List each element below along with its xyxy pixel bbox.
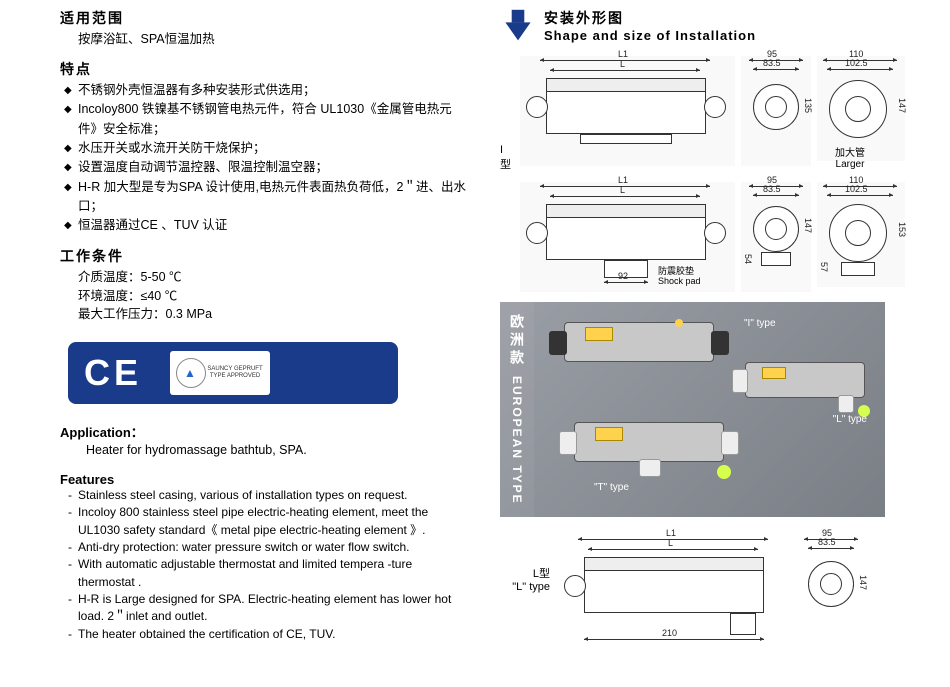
working-line: 介质温度：5-50 ℃: [78, 268, 470, 287]
ltype-cn: L型: [500, 565, 550, 581]
features-en-list: Stainless steel casing, various of insta…: [64, 487, 470, 644]
arrow-down-icon: [500, 8, 536, 44]
shock-en: Shock pad: [658, 276, 701, 286]
feature-en-item: Stainless steel casing, various of insta…: [64, 487, 470, 504]
dim-54: 54: [743, 254, 753, 264]
scope-title: 适用范围: [60, 8, 470, 28]
diagram-l-front: L1 L 210: [558, 535, 788, 645]
diagram-shock-larger: 110 102.5 153 57: [817, 182, 905, 287]
scope-body: 按摩浴缸、SPA恒温加热: [78, 30, 470, 49]
features-cn-title: 特点: [60, 59, 470, 79]
application-en-title: Application：: [60, 422, 470, 441]
ce-mark: CE: [84, 352, 142, 394]
feature-en-item: Incoloy 800 stainless steel pipe electri…: [64, 504, 470, 539]
working-line: 最大工作压力：0.3 MPa: [78, 305, 470, 324]
tuv-text: SAUNCY GEPRUFT TYPE APPROVED: [200, 366, 270, 380]
larger-cn: 加大管: [835, 144, 865, 159]
dim-135: 135: [803, 98, 813, 113]
features-cn-list: 不锈钢外壳恒温器有多种安装形式供选用； Incoloy800 铁镍基不锈钢管电热…: [64, 81, 470, 236]
diagram-area: I型 L1 L 95 83.5 135: [500, 56, 920, 645]
ce-badge: CE SAUNCY GEPRUFT TYPE APPROVED: [68, 342, 398, 404]
photo-l: [745, 362, 865, 398]
diagram-i-front: L1 L: [520, 56, 735, 166]
tuv-box: SAUNCY GEPRUFT TYPE APPROVED: [170, 351, 270, 395]
feature-item: 恒温器通过CE 、TUV 认证: [64, 216, 470, 235]
euro-en: EUROPEAN TYPE: [510, 376, 524, 505]
ltype-en: "L" type: [500, 581, 550, 593]
photo-t: [574, 422, 724, 462]
install-title-cn: 安装外形图: [544, 8, 756, 28]
diagram-i-side: 95 83.5 135: [741, 56, 811, 166]
right-column: 安装外形图 Shape and size of Installation I型 …: [500, 8, 920, 645]
diagram-l-side: 95 83.5 147: [796, 535, 866, 645]
diagram-shock-front: L1 L 92 防震胶垫 Shock pad: [520, 182, 735, 292]
feature-en-item: Anti-dry protection: water pressure swit…: [64, 539, 470, 556]
dim-83-5: 83.5: [818, 537, 836, 547]
features-en-title: Features: [60, 472, 470, 487]
dim-147: 147: [858, 575, 868, 590]
working-line: 环境温度：≤40 ℃: [78, 287, 470, 306]
dim-83-5: 83.5: [763, 58, 781, 68]
european-panel: 欧洲款 EUROPEAN TYPE "I" type: [500, 302, 885, 517]
dim-83-5: 83.5: [763, 184, 781, 194]
dim-l: L: [620, 59, 625, 69]
feature-en-item: The heater obtained the certification of…: [64, 626, 470, 643]
left-column: 适用范围 按摩浴缸、SPA恒温加热 特点 不锈钢外壳恒温器有多种安装形式供选用；…: [60, 8, 470, 643]
european-photos: "I" type "L" type "T" type: [534, 302, 885, 517]
feature-en-item: With automatic adjustable thermostat and…: [64, 556, 470, 591]
dim-92: 92: [618, 271, 628, 281]
euro-cn: 欧洲款: [507, 314, 527, 368]
type-i-label: I型: [500, 144, 514, 172]
dim-147: 147: [803, 218, 813, 233]
larger-en: Larger: [835, 159, 865, 170]
dim-l1: L1: [618, 175, 628, 185]
feature-item: 水压开关或水流开关防干烧保护；: [64, 139, 470, 158]
diagram-row-l: L型 "L" type L1 L 210 95 83.5: [500, 535, 920, 645]
dim-l1: L1: [666, 528, 676, 538]
feature-item: 不锈钢外壳恒温器有多种安装形式供选用；: [64, 81, 470, 100]
dim-l: L: [620, 185, 625, 195]
dim-153: 153: [897, 222, 907, 237]
diagram-i-larger: 110 102.5 147 加大管 Larger: [817, 56, 905, 161]
dim-l: L: [668, 538, 673, 548]
photo-l-label: "L" type: [833, 414, 867, 425]
photo-t-label: "T" type: [594, 482, 629, 493]
dim-l1: L1: [618, 49, 628, 59]
feature-en-item: H-R is Large designed for SPA. Electric-…: [64, 591, 470, 626]
feature-item: 设置温度自动调节温控器、限温控制温空器；: [64, 158, 470, 177]
european-label-strip: 欧洲款 EUROPEAN TYPE: [500, 302, 534, 517]
dim-102-5: 102.5: [845, 184, 868, 194]
feature-item: H-R 加大型是专为SPA 设计使用,电热元件表面热负荷低，2＂进、出水口；: [64, 178, 470, 217]
dim-147: 147: [897, 98, 907, 113]
dim-210: 210: [662, 628, 677, 638]
photo-i-label: "I" type: [744, 318, 776, 329]
working-title: 工作条件: [60, 246, 470, 266]
right-header: 安装外形图 Shape and size of Installation: [500, 8, 920, 44]
dim-57: 57: [819, 262, 829, 272]
feature-item: Incoloy800 铁镍基不锈钢管电热元件，符合 UL1030《金属管电热元件…: [64, 100, 470, 139]
install-title-en: Shape and size of Installation: [544, 28, 756, 43]
diagram-shock-side: 95 83.5 147 54: [741, 182, 811, 292]
application-en-body: Heater for hydromassage bathtub, SPA.: [86, 441, 470, 460]
photo-i: [564, 322, 714, 362]
diagram-row-i: I型 L1 L 95 83.5 135: [500, 56, 920, 172]
diagram-row-shock: L1 L 92 防震胶垫 Shock pad 95 83.5: [500, 182, 920, 292]
dim-102-5: 102.5: [845, 58, 868, 68]
